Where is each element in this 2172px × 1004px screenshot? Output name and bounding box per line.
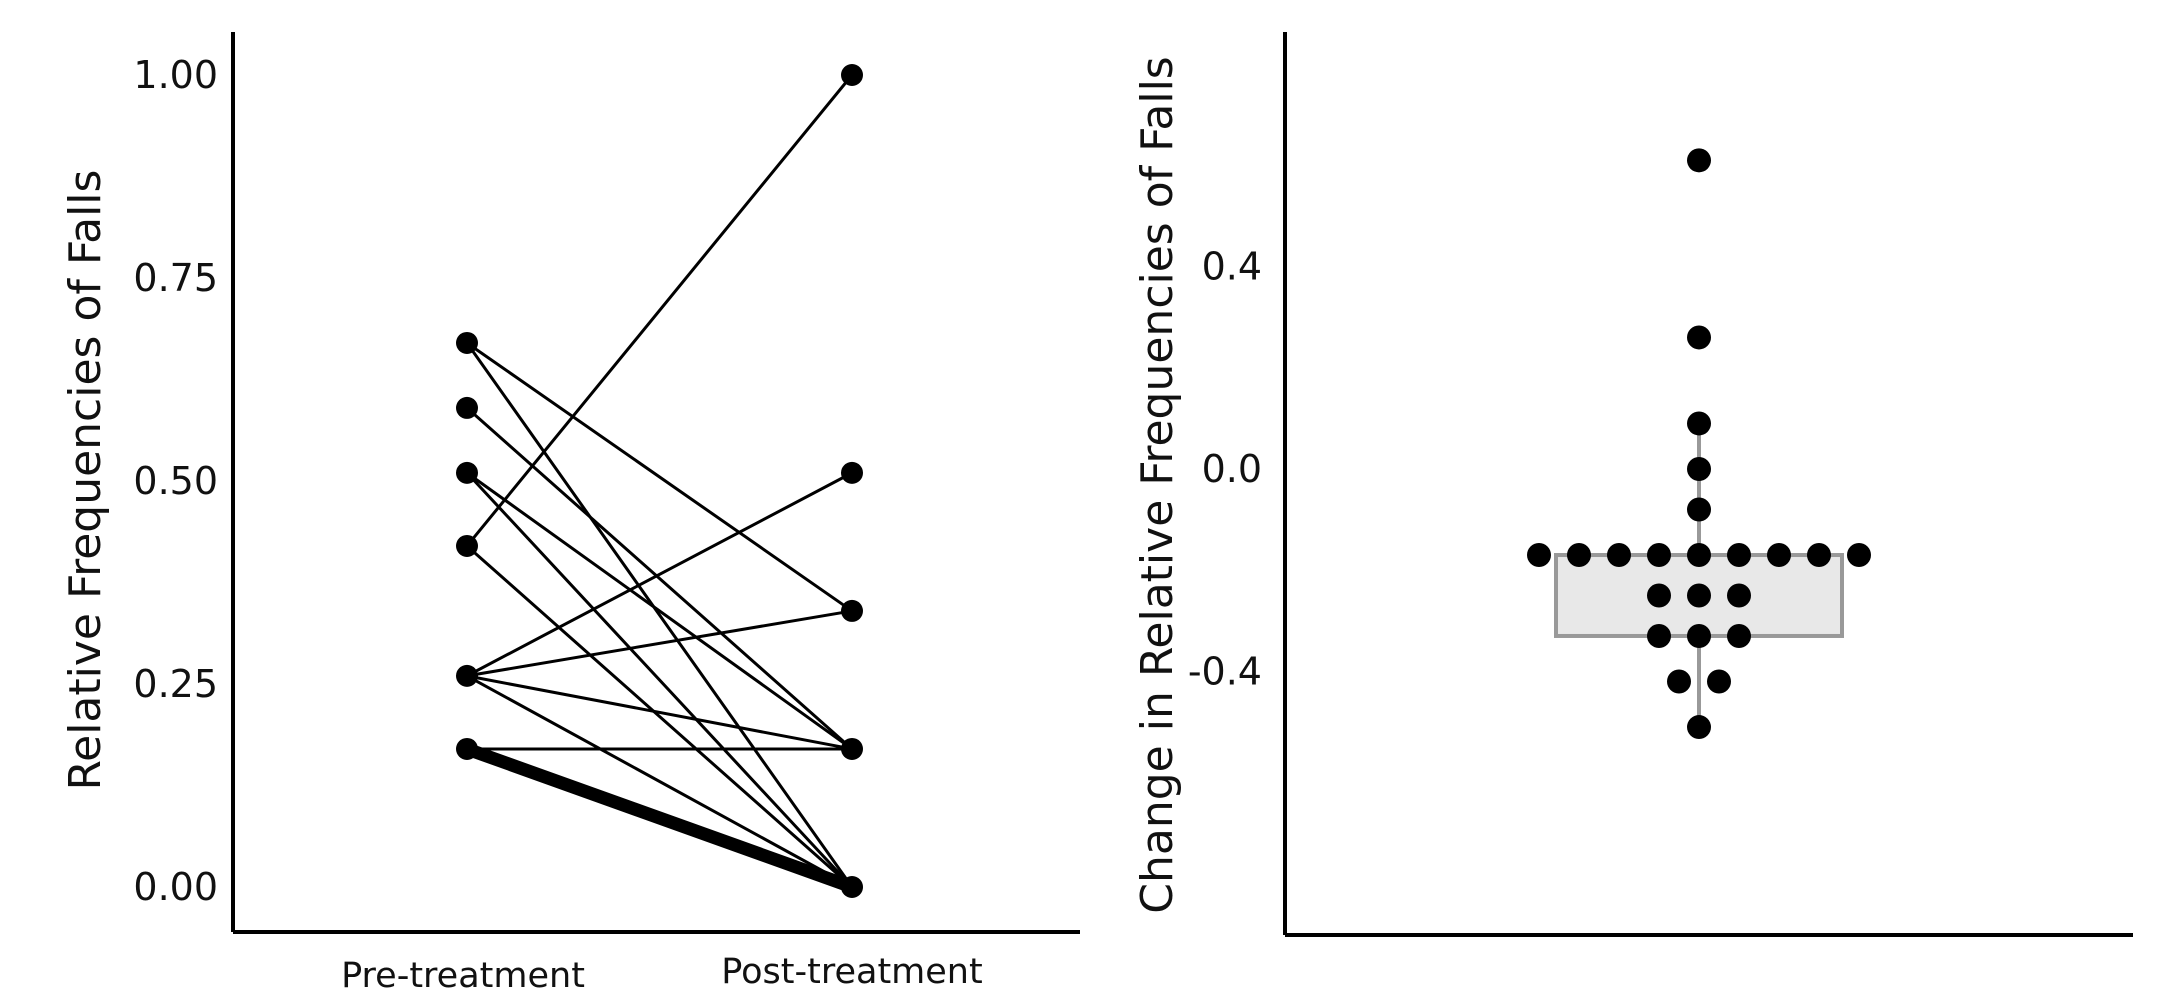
change-point [1687,543,1711,568]
data-point [456,664,478,687]
right-y-ticks: -0.4 0.0 0.4 [1188,245,1262,694]
change-point [1607,543,1631,568]
change-point [1687,715,1711,740]
paired-line [465,73,854,548]
paired-line [465,471,854,678]
data-point [456,737,478,760]
box-dot-plot: -0.4 0.0 0.4 Change in Relative Frequencie… [1132,32,2133,937]
paired-line [465,341,854,889]
left-y-axis-title: Relative Frequencies of Falls [60,170,111,791]
data-point [841,64,863,86]
change-point [1707,669,1731,694]
change-point [1647,543,1671,568]
change-point [1687,411,1711,436]
x-tick-label-post: Post-treatment [721,952,982,992]
x-tick-label-pre: Pre-treatment [341,956,585,996]
paired-line [465,609,854,678]
change-points [1527,148,1871,740]
change-point [1727,543,1751,568]
paired-line [465,674,854,751]
change-point [1647,583,1671,608]
paired-line [465,674,854,889]
change-point [1727,623,1751,648]
change-point [1687,623,1711,648]
data-point [841,599,863,622]
change-point [1727,583,1751,608]
change-point [1687,148,1711,173]
change-point [1567,543,1591,568]
y-tick-label: 0.25 [133,662,218,706]
change-point [1647,623,1671,648]
paired-line-chart: 0.00 0.25 0.50 0.75 1.00 Pre-treatment Post-… [60,32,1080,996]
y-tick-label: 0.4 [1202,245,1262,289]
left-y-ticks: 0.00 0.25 0.50 0.75 1.00 [133,53,218,909]
paired-points [456,64,863,898]
data-point [841,876,863,898]
change-point [1687,325,1711,350]
y-tick-label: 0.0 [1202,447,1262,491]
data-point [456,331,478,354]
change-point [1667,669,1691,694]
change-point [1807,543,1831,568]
data-point [841,737,863,760]
change-point [1847,543,1871,568]
data-point [841,461,863,484]
data-point [456,461,478,484]
y-tick-label: 0.50 [133,459,218,503]
change-point [1687,583,1711,608]
paired-lines [460,73,859,894]
change-point [1687,457,1711,481]
y-tick-label: 0.75 [133,256,218,300]
data-point [456,396,478,419]
change-point [1527,543,1551,568]
paired-line [465,406,854,751]
data-point [456,534,478,557]
paired-line [465,471,854,751]
change-point [1767,543,1791,568]
right-y-axis-title: Change in Relative Frequencies of Falls [1132,56,1183,913]
y-tick-label: -0.4 [1188,649,1262,693]
paired-line [460,742,859,894]
paired-line [465,341,854,613]
paired-line [465,471,854,889]
paired-line [465,544,854,889]
y-tick-label: 0.00 [133,865,218,909]
change-point [1687,497,1711,522]
y-tick-label: 1.00 [133,53,218,97]
